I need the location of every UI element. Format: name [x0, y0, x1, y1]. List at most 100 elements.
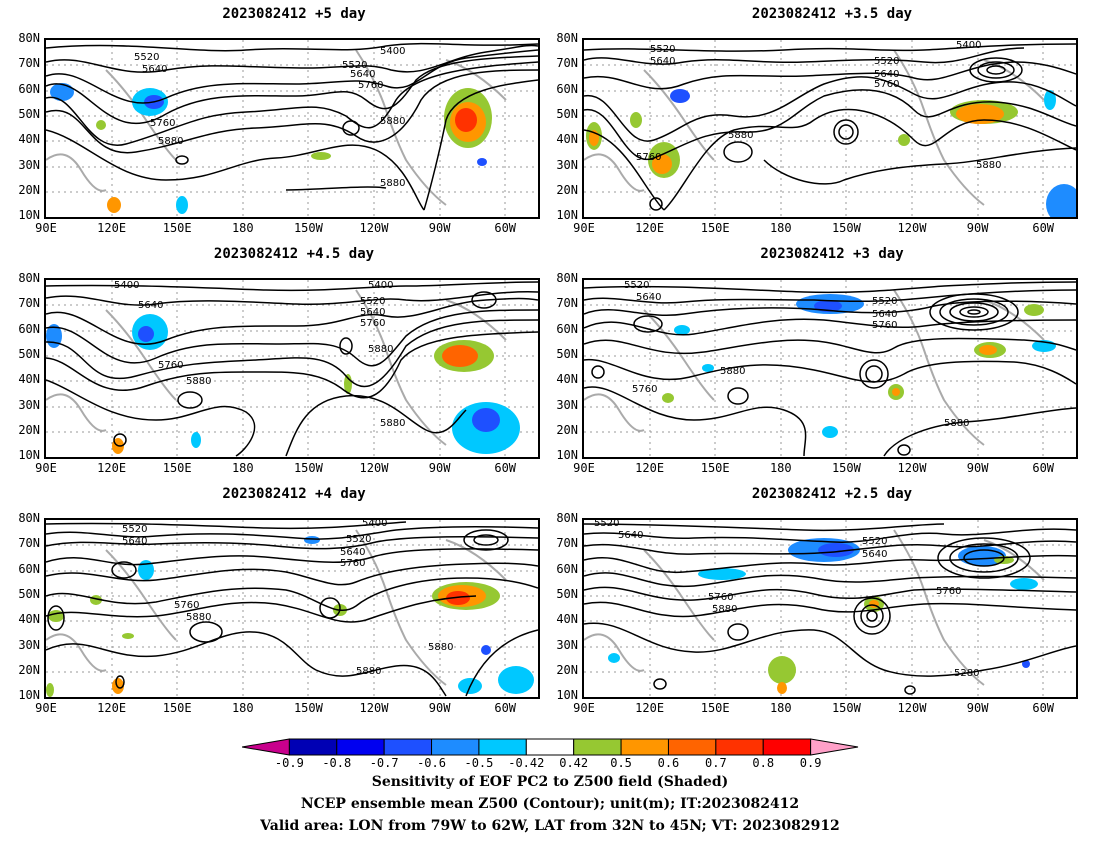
panel-title: 2023082412 +4 day: [222, 486, 366, 502]
svg-text:5640: 5640: [862, 549, 887, 560]
caption-line-2: NCEP ensemble mean Z500 (Contour); unit(…: [300, 796, 800, 812]
lon-tick-label: 120E: [97, 701, 127, 715]
lat-tick-label: 30N: [556, 397, 578, 412]
colorbar-swatch: [525, 738, 575, 756]
colorbar: [242, 738, 859, 756]
lat-tick-label: 20N: [18, 182, 40, 197]
lat-tick-label: 80N: [18, 271, 40, 285]
svg-text:5880: 5880: [186, 612, 211, 623]
lon-tick-label: 60W: [494, 221, 517, 235]
map-plot: 5520 5520 5640 5640 5760 5760 5880 5880: [584, 280, 1076, 457]
svg-text:5760: 5760: [872, 320, 897, 331]
lon-tick-label: 120W: [897, 221, 927, 235]
colorbar-tick-label: 0.5: [610, 756, 632, 770]
lon-tick-label: 90E: [35, 701, 57, 715]
lon-tick-label: 150W: [293, 701, 323, 715]
lon-tick-label: 120E: [635, 701, 665, 715]
lon-tick-label: 90E: [35, 221, 57, 235]
colorbar-swatch: [242, 738, 290, 756]
lat-tick-label: 40N: [18, 372, 40, 387]
svg-text:5640: 5640: [142, 64, 167, 75]
panel-title: 2023082412 +5 day: [222, 6, 366, 22]
svg-text:5640: 5640: [340, 547, 365, 558]
contour-labels: 5400 5520 5520 5640 5640 5760 5760 5880 …: [636, 40, 1001, 171]
lon-tick-label: 150E: [162, 221, 192, 235]
colorbar-tick-label: 0.9: [799, 756, 822, 770]
lon-tick-label: 120E: [635, 221, 665, 235]
coastline: [46, 289, 507, 446]
z500-contours: [46, 42, 538, 211]
lat-tick-label: 60N: [18, 561, 40, 576]
lat-tick-label: 70N: [18, 296, 40, 311]
svg-text:5880: 5880: [712, 604, 737, 615]
svg-text:5640: 5640: [636, 292, 661, 303]
svg-text:5760: 5760: [936, 586, 961, 597]
lat-tick-label: 40N: [18, 132, 40, 147]
lat-tick-label: 30N: [18, 157, 40, 172]
lat-tick-label: 60N: [556, 561, 578, 576]
lat-tick-label: 50N: [18, 586, 40, 601]
lon-tick-label: 180: [231, 461, 254, 475]
lat-tick-label: 80N: [556, 31, 578, 45]
shaded-sensitivity: [46, 536, 534, 697]
svg-text:5520: 5520: [624, 280, 649, 291]
lat-tick-label: 60N: [18, 321, 40, 336]
colorbar-swatch: [478, 738, 527, 756]
lon-tick-label: 180: [769, 221, 792, 235]
lon-tick-label: 150W: [831, 701, 861, 715]
svg-text:5640: 5640: [138, 300, 163, 311]
lon-tick-label: 150E: [700, 221, 730, 235]
contour-labels: 5520 5520 5640 5640 5760 5760 5880 5880: [624, 280, 969, 429]
lat-tick-label: 60N: [556, 81, 578, 96]
lat-tick-label: 60N: [556, 321, 578, 336]
colorbar-tick-label: -0.6: [417, 756, 446, 770]
lon-tick-label: 90E: [573, 461, 595, 475]
z500-contours: [584, 523, 1076, 695]
lat-tick-label: 80N: [18, 511, 40, 525]
svg-text:5760: 5760: [636, 152, 661, 163]
lat-tick-label: 10N: [18, 448, 40, 463]
svg-text:5400: 5400: [362, 520, 387, 529]
svg-text:5520: 5520: [122, 524, 147, 535]
svg-text:5760: 5760: [632, 384, 657, 395]
svg-text:5640: 5640: [122, 536, 147, 547]
contour-labels: 5400 5520 5520 5640 5640 5760 5760 5880 …: [122, 520, 453, 677]
lon-tick-label: 150W: [831, 461, 861, 475]
z500-contours: [46, 281, 538, 457]
lon-tick-label: 150E: [700, 461, 730, 475]
svg-text:5640: 5640: [874, 69, 899, 80]
svg-text:5520: 5520: [134, 52, 159, 63]
lat-tick-label: 80N: [18, 31, 40, 45]
coastline: [584, 289, 1045, 446]
svg-text:5520: 5520: [346, 534, 371, 545]
lon-tick-label: 180: [231, 221, 254, 235]
panel-title: 2023082412 +3 day: [760, 246, 904, 262]
lon-tick-label: 90E: [573, 701, 595, 715]
colorbar-swatch: [762, 738, 812, 756]
svg-text:5400: 5400: [956, 40, 981, 51]
lon-tick-label: 90E: [35, 461, 57, 475]
lon-tick-label: 90E: [573, 221, 595, 235]
svg-text:5640: 5640: [650, 56, 675, 67]
lat-tick-label: 30N: [556, 157, 578, 172]
lon-tick-label: 150E: [162, 701, 192, 715]
lat-tick-label: 40N: [556, 612, 578, 627]
lon-tick-label: 120E: [97, 461, 127, 475]
coastline: [46, 529, 507, 686]
lon-tick-label: 60W: [1032, 461, 1055, 475]
svg-text:5520: 5520: [862, 536, 887, 547]
lon-tick-label: 60W: [494, 701, 517, 715]
lat-tick-label: 40N: [556, 372, 578, 387]
svg-text:5520: 5520: [342, 60, 367, 71]
svg-text:5880: 5880: [380, 116, 405, 127]
colorbar-tick-label: 0.8: [752, 756, 775, 770]
lat-tick-label: 70N: [556, 536, 578, 551]
lat-tick-label: 20N: [556, 182, 578, 197]
svg-text:5520: 5520: [650, 44, 675, 55]
map-panel: 5520 5520 5640 5640 5760 5760 5880 5880: [582, 278, 1078, 459]
svg-text:5760: 5760: [158, 360, 183, 371]
svg-text:5640: 5640: [360, 307, 385, 318]
svg-text:5880: 5880: [368, 344, 393, 355]
map-panel: 5400 5400 5520 5640 5640 5760 5760 5880 …: [44, 278, 540, 459]
lon-tick-label: 90W: [966, 221, 989, 235]
